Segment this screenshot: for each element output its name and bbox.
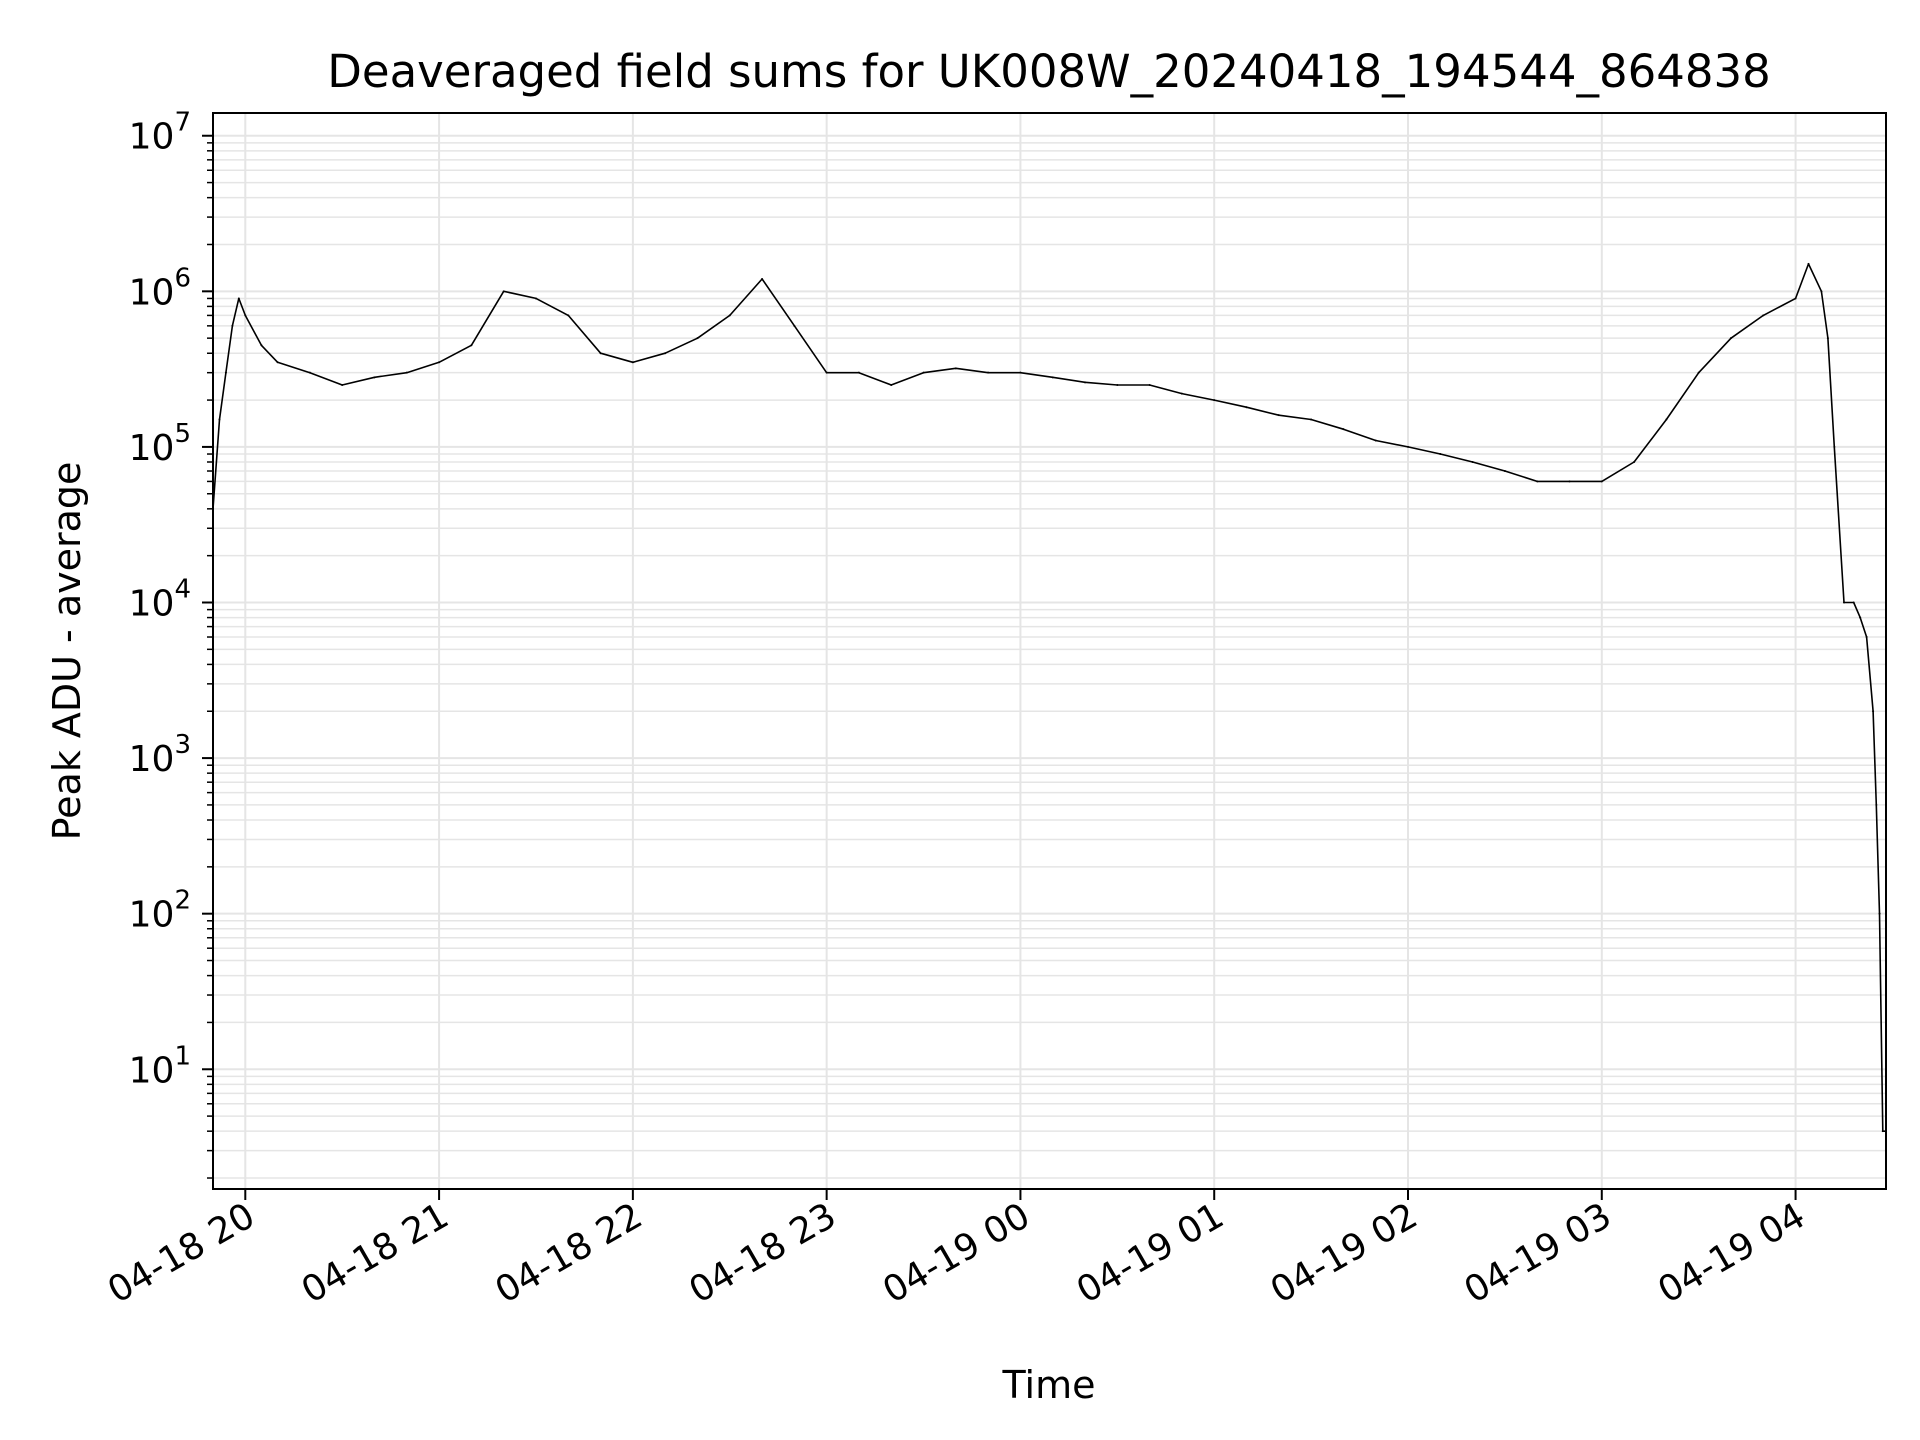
y-tick-base: 10 [129,584,175,625]
data-point [1762,314,1765,317]
chart-title: Deaveraged field sums for UK008W_2024041… [327,45,1771,98]
data-point [1084,381,1087,384]
y-tick-exponent: 4 [174,575,191,605]
data-point [696,337,699,340]
data-point [599,352,602,355]
y-tick-exponent: 1 [174,1041,191,1071]
data-point [1865,636,1868,639]
y-tick-exponent: 7 [174,108,191,138]
data-point [1568,480,1571,483]
data-point [438,361,441,364]
data-point [470,344,473,347]
data-point [308,371,311,374]
data-point [825,371,828,374]
series-layer [212,262,1887,1133]
y-tick-label: 104 [129,575,191,625]
data-point [276,361,279,364]
data-point [1600,480,1603,483]
data-point [218,418,221,421]
y-tick-label: 106 [129,263,191,313]
data-point [1875,803,1878,806]
data-point [631,361,634,364]
data-point [664,352,667,355]
y-tick-base: 10 [129,739,175,780]
data-point [1116,383,1119,386]
data-point [1881,1130,1884,1133]
data-point [1277,414,1280,417]
data-point [1310,418,1313,421]
data-point [1374,439,1377,442]
data-point [793,324,796,327]
data-point [1407,445,1409,448]
data-point [890,383,893,386]
data-point [1342,428,1345,431]
data-point [728,314,731,317]
data-point [224,371,227,374]
data-point [373,376,376,379]
data-point [987,371,990,374]
data-point [761,278,764,281]
y-tick-exponent: 3 [174,730,191,760]
y-axis-label: Peak ADU - average [45,462,89,841]
y-tick-label: 103 [129,730,191,780]
y-tick-label: 101 [129,1041,191,1091]
data-point [1439,453,1442,456]
data-point [502,290,505,293]
data-point [1820,290,1823,293]
data-point [1051,376,1054,379]
plot-frame [212,112,1887,1190]
data-point [954,367,957,370]
y-tick-label: 105 [129,419,191,469]
data-point [1148,383,1151,386]
y-tick-exponent: 6 [174,263,191,293]
data-point [1503,470,1506,473]
data-point [922,371,925,374]
y-tick-base: 10 [129,272,175,313]
data-point [567,314,570,317]
data-point [1833,445,1836,448]
data-point [260,344,263,347]
data-point [1794,297,1797,300]
data-point [1536,480,1539,483]
y-tick-label: 102 [129,886,191,936]
data-point [237,297,240,300]
data-point [1826,337,1829,340]
data-point [405,371,408,374]
data-point [1019,371,1022,374]
gridlines [213,113,1886,1189]
data-point [1633,460,1636,463]
y-tick-exponent: 2 [174,886,191,916]
data-point [1180,392,1183,395]
y-tick-label: 107 [129,108,191,158]
data-point [1852,601,1855,604]
data-point [1872,710,1875,713]
data-point [1665,418,1668,421]
data-point [534,297,537,300]
data-point [1878,912,1881,915]
data-point [857,371,860,374]
x-axis-label: Time [1002,1363,1096,1407]
data-point [231,324,234,327]
data-point [1859,616,1862,619]
data-point [1843,601,1846,604]
data-point [1245,406,1248,409]
data-point [341,383,344,386]
data-point [244,314,247,317]
data-point [1213,399,1216,402]
y-tick-exponent: 5 [174,419,191,449]
y-tick-base: 10 [129,428,175,469]
data-point [1471,460,1474,463]
data-point [1729,337,1732,340]
y-tick-base: 10 [129,1050,175,1091]
data-point [1697,371,1700,374]
y-tick-base: 10 [129,117,175,158]
data-point [1807,262,1810,265]
y-tick-base: 10 [129,895,175,936]
series-line [212,263,1886,1132]
